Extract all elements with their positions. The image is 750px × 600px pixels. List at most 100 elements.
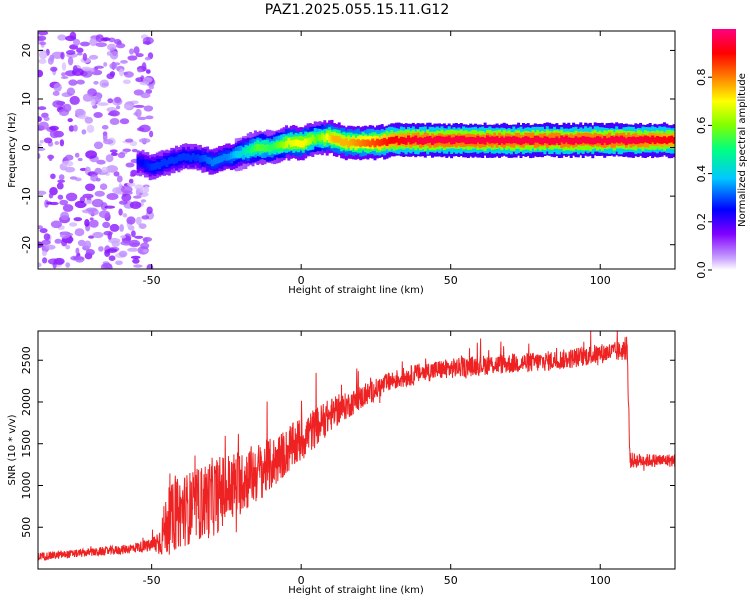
spectrogram-noise-blob (140, 199, 147, 203)
spectrogram-noise-blob (131, 148, 138, 153)
spectrogram-ridge-cell (285, 140, 288, 148)
snr-y-tick-label: 500 (20, 517, 33, 538)
spectrogram-noise-blob (65, 192, 78, 202)
snr-plot-area (38, 331, 675, 561)
spectrogram-ridge-cell (383, 137, 387, 145)
spectrogram-noise-blob (89, 219, 99, 228)
spectrogram-ridge-cell (196, 154, 200, 161)
spectrogram-noise-blob (131, 230, 136, 238)
spectrogram-noise-blob (93, 112, 103, 118)
spectrogram-noise-blob (82, 93, 93, 102)
spectrogram-ridge-cell (514, 136, 518, 144)
spectrogram-noise-blob (38, 143, 42, 147)
spectrogram-ridge-cell (316, 134, 320, 141)
spectrogram-ridge-cell (588, 137, 592, 145)
spectrogram-noise-blob (39, 50, 48, 60)
spectrogram-ridge-cell (225, 154, 229, 161)
spectrogram-ridge-cell (265, 144, 269, 152)
spectrogram-ridge-cell (392, 136, 396, 144)
spectrogram-ridge-cell (672, 137, 675, 144)
spectrogram-noise-blob (69, 222, 78, 227)
snr-y-tick-label: 1500 (20, 430, 33, 458)
spectrogram-ridge-cell (579, 137, 583, 144)
spectrogram-ridge-cell (433, 136, 437, 144)
spectrogram-y-tick-label: -10 (20, 187, 33, 205)
spectrogram-ridge-cell (617, 136, 621, 144)
spectrogram-frame (37, 30, 676, 270)
spectrogram-noise-blob (47, 57, 54, 65)
spectrogram-noise-blob (135, 53, 144, 58)
colorbar-ticks: 0.0 0.2 0.4 0.6 0.8 (695, 68, 712, 279)
spectrogram-noise-blob (60, 211, 70, 221)
spectrogram-noise-blob (43, 233, 51, 241)
spectrogram-noise-blob (107, 112, 118, 116)
spectrogram-ridge-cell (277, 141, 281, 149)
spectrogram-noise-blob (82, 53, 88, 61)
spectrogram-ridge-cell (160, 159, 164, 167)
spectrogram-noise-blob (84, 240, 92, 249)
spectrogram-ridge-cell (612, 136, 616, 144)
spectrogram-ridge-cell (208, 157, 212, 165)
spectrogram-ridge-cell (354, 139, 358, 147)
spectrogram-noise-blob (48, 192, 54, 199)
spectrogram-noise-blob (50, 173, 56, 180)
spectrogram-noise-blob (133, 46, 140, 55)
spectrogram-noise-blob (90, 67, 95, 73)
spectrogram-ridge-cell (469, 136, 473, 144)
spectrogram-noise-blob (92, 198, 104, 208)
spectrogram-ridge-cell (337, 136, 341, 144)
spectrogram-noise-blob (58, 174, 65, 181)
spectrogram-noise-blob (114, 96, 122, 104)
spectrogram-noise-blob (80, 66, 92, 72)
spectrogram-noise-blob (98, 246, 104, 252)
spectrogram-ridge-cell (380, 138, 384, 146)
spectrogram-noise-blob (116, 105, 121, 110)
spectrogram-ridge-cell (562, 137, 566, 144)
spectrogram-noise-blob (140, 92, 151, 99)
spectrogram-ridge-cell (622, 136, 626, 144)
spectrogram-ridge-cell (531, 137, 535, 145)
spectrogram-noise-blob (149, 130, 154, 138)
spectrogram-noise-blob (143, 237, 149, 244)
spectrogram-ridge-cell (282, 141, 286, 149)
spectrogram-x-tick-label: 0 (298, 274, 305, 287)
spectrogram-noise-blob (77, 115, 88, 120)
spectrogram-ridge-cell (275, 142, 279, 149)
spectrogram-noise-blob (113, 171, 120, 177)
spectrogram-noise-blob (137, 116, 147, 121)
spectrogram-noise-blob (121, 193, 132, 202)
spectrogram-noise-blob (93, 141, 104, 150)
spectrogram-ridge-cell (655, 136, 659, 143)
spectrogram-noise-blob (67, 56, 74, 66)
spectrogram-noise-blob (42, 257, 48, 264)
snr-x-tick-label: 100 (590, 574, 611, 587)
spectrogram-noise-blob (59, 231, 71, 239)
spectrogram-noise-blob (133, 104, 145, 108)
spectrogram-noise-blob (39, 228, 48, 234)
spectrogram-ridge-cell (459, 135, 463, 143)
spectrogram-ridge-cell (191, 153, 195, 160)
spectrogram-ridge-cell (474, 137, 477, 145)
spectrogram-noise-blob (59, 139, 65, 147)
spectrogram-noise-blob (132, 258, 140, 264)
spectrogram-noise-blob (119, 224, 124, 232)
spectrogram-ridge-cell (165, 160, 169, 167)
spectrogram-noise-blob (129, 173, 136, 177)
spectrogram-ridge-cell (210, 159, 214, 167)
spectrogram-noise-blob (57, 34, 67, 41)
spectrogram-ridge-cell (242, 148, 245, 155)
spectrogram-ridge-cell (201, 154, 205, 162)
spectrogram-ridge-cell (146, 161, 150, 169)
spectrogram-x-tick-label: 50 (444, 274, 458, 287)
spectrogram-noise-blob (38, 153, 41, 160)
spectrogram-noise-blob (54, 238, 62, 244)
spectrogram-noise-blob (49, 129, 60, 139)
spectrogram-noise-blob (129, 48, 134, 55)
spectrogram-ridge-cell (593, 137, 597, 145)
spectrogram-noise-blob (146, 206, 153, 215)
spectrogram-ridge-cell (222, 153, 226, 161)
spectrogram-noise-blob (127, 55, 138, 61)
spectrogram-noise-blob (142, 41, 152, 45)
spectrogram-y-tick-label: 20 (20, 43, 33, 57)
spectrogram-noise-blob (144, 56, 151, 61)
